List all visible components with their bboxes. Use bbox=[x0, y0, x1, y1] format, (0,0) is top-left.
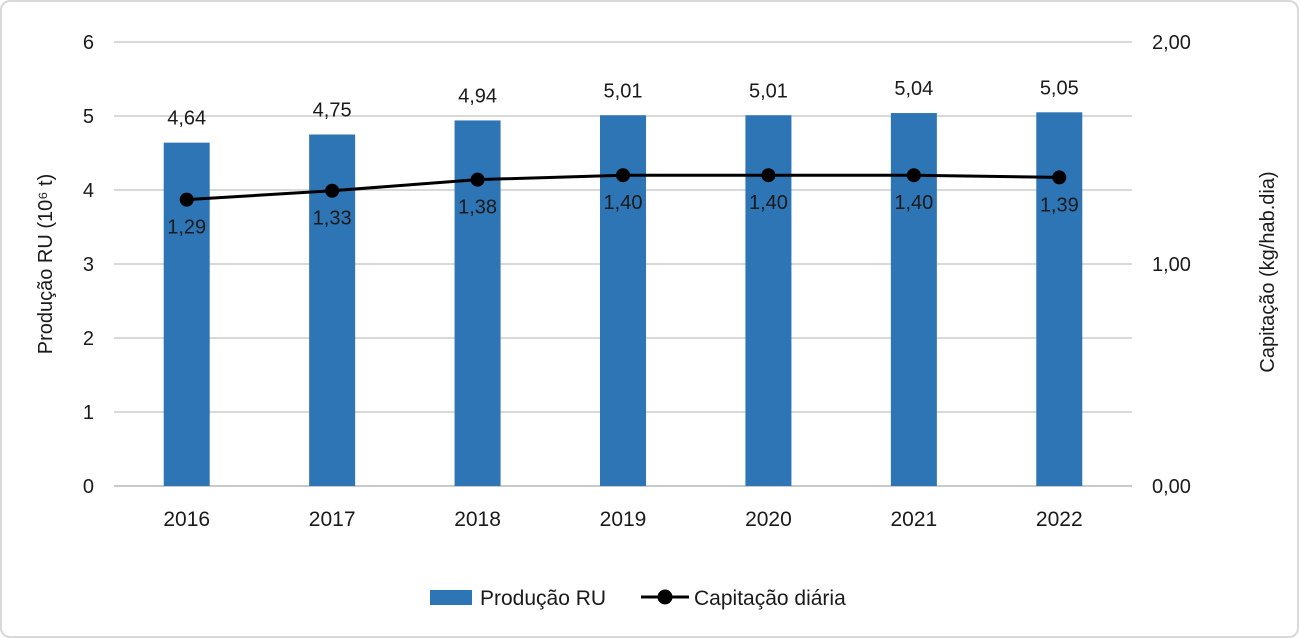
x-category-label: 2021 bbox=[890, 508, 937, 531]
left-axis-title: Produção RU (10⁶ t) bbox=[35, 174, 57, 355]
line-value-label: 1,29 bbox=[167, 217, 206, 239]
legend-line-label: Capitação diária bbox=[694, 587, 846, 610]
line-point-marker bbox=[325, 183, 340, 198]
x-category-label: 2019 bbox=[600, 508, 647, 531]
bar-value-labels: 4,64 4,75 4,94 5,01 5,01 5,04 5,05 bbox=[167, 77, 1079, 129]
legend: Produção RU Capitação diária bbox=[430, 587, 846, 610]
legend-line-marker-icon bbox=[657, 589, 673, 605]
line-point-marker bbox=[616, 168, 630, 183]
legend-bar-label: Produção RU bbox=[480, 587, 606, 610]
right-tick-label: 2,00 bbox=[1152, 32, 1191, 54]
line-value-label: 1,39 bbox=[1040, 194, 1079, 216]
line-point-marker bbox=[906, 168, 921, 183]
line-point-marker bbox=[1052, 170, 1067, 185]
left-tick-label: 0 bbox=[83, 476, 94, 498]
left-tick-label: 6 bbox=[83, 32, 94, 54]
right-tick-label: 1,00 bbox=[1152, 254, 1191, 276]
line-value-label: 1,40 bbox=[749, 192, 788, 214]
legend-bar-swatch-icon bbox=[430, 590, 472, 605]
left-tick-label: 5 bbox=[83, 106, 94, 128]
line-value-label: 1,40 bbox=[604, 192, 643, 214]
line-series bbox=[179, 168, 1067, 207]
left-axis-ticks: 0 1 2 3 4 5 6 bbox=[83, 32, 94, 498]
line-value-label: 1,40 bbox=[894, 192, 933, 214]
line-value-label: 1,38 bbox=[458, 197, 497, 219]
bar-value-label: 5,04 bbox=[894, 78, 933, 100]
left-tick-label: 3 bbox=[83, 254, 94, 276]
x-category-label: 2022 bbox=[1036, 508, 1083, 531]
x-category-label: 2017 bbox=[309, 508, 356, 531]
x-category-label: 2016 bbox=[163, 508, 210, 531]
x-category-label: 2018 bbox=[454, 508, 501, 531]
bar bbox=[1036, 112, 1083, 487]
line-value-labels: 1,29 1,33 1,38 1,40 1,40 1,40 1,39 bbox=[167, 192, 1079, 238]
bar-value-label: 4,94 bbox=[458, 85, 497, 107]
bar-value-label: 5,05 bbox=[1040, 77, 1079, 99]
left-tick-label: 1 bbox=[83, 402, 94, 424]
bar-value-label: 4,64 bbox=[167, 108, 206, 130]
right-tick-label: 0,00 bbox=[1152, 476, 1191, 498]
bar-value-label: 5,01 bbox=[749, 80, 788, 102]
bar-value-label: 5,01 bbox=[604, 80, 643, 102]
right-axis-ticks: 0,00 1,00 2,00 bbox=[1152, 32, 1191, 498]
line-point-marker bbox=[470, 172, 485, 187]
x-axis-labels: 2016 2017 2018 2019 2020 2021 2022 bbox=[163, 508, 1082, 531]
right-axis-title: Capitação (kg/hab.dia) bbox=[1257, 171, 1279, 372]
left-tick-label: 2 bbox=[83, 328, 94, 350]
line-value-label: 1,33 bbox=[313, 208, 352, 230]
left-tick-label: 4 bbox=[83, 180, 94, 202]
x-category-label: 2020 bbox=[745, 508, 792, 531]
line-point-marker bbox=[761, 168, 776, 183]
line-point-marker bbox=[179, 192, 194, 207]
bar-value-label: 4,75 bbox=[313, 100, 352, 122]
